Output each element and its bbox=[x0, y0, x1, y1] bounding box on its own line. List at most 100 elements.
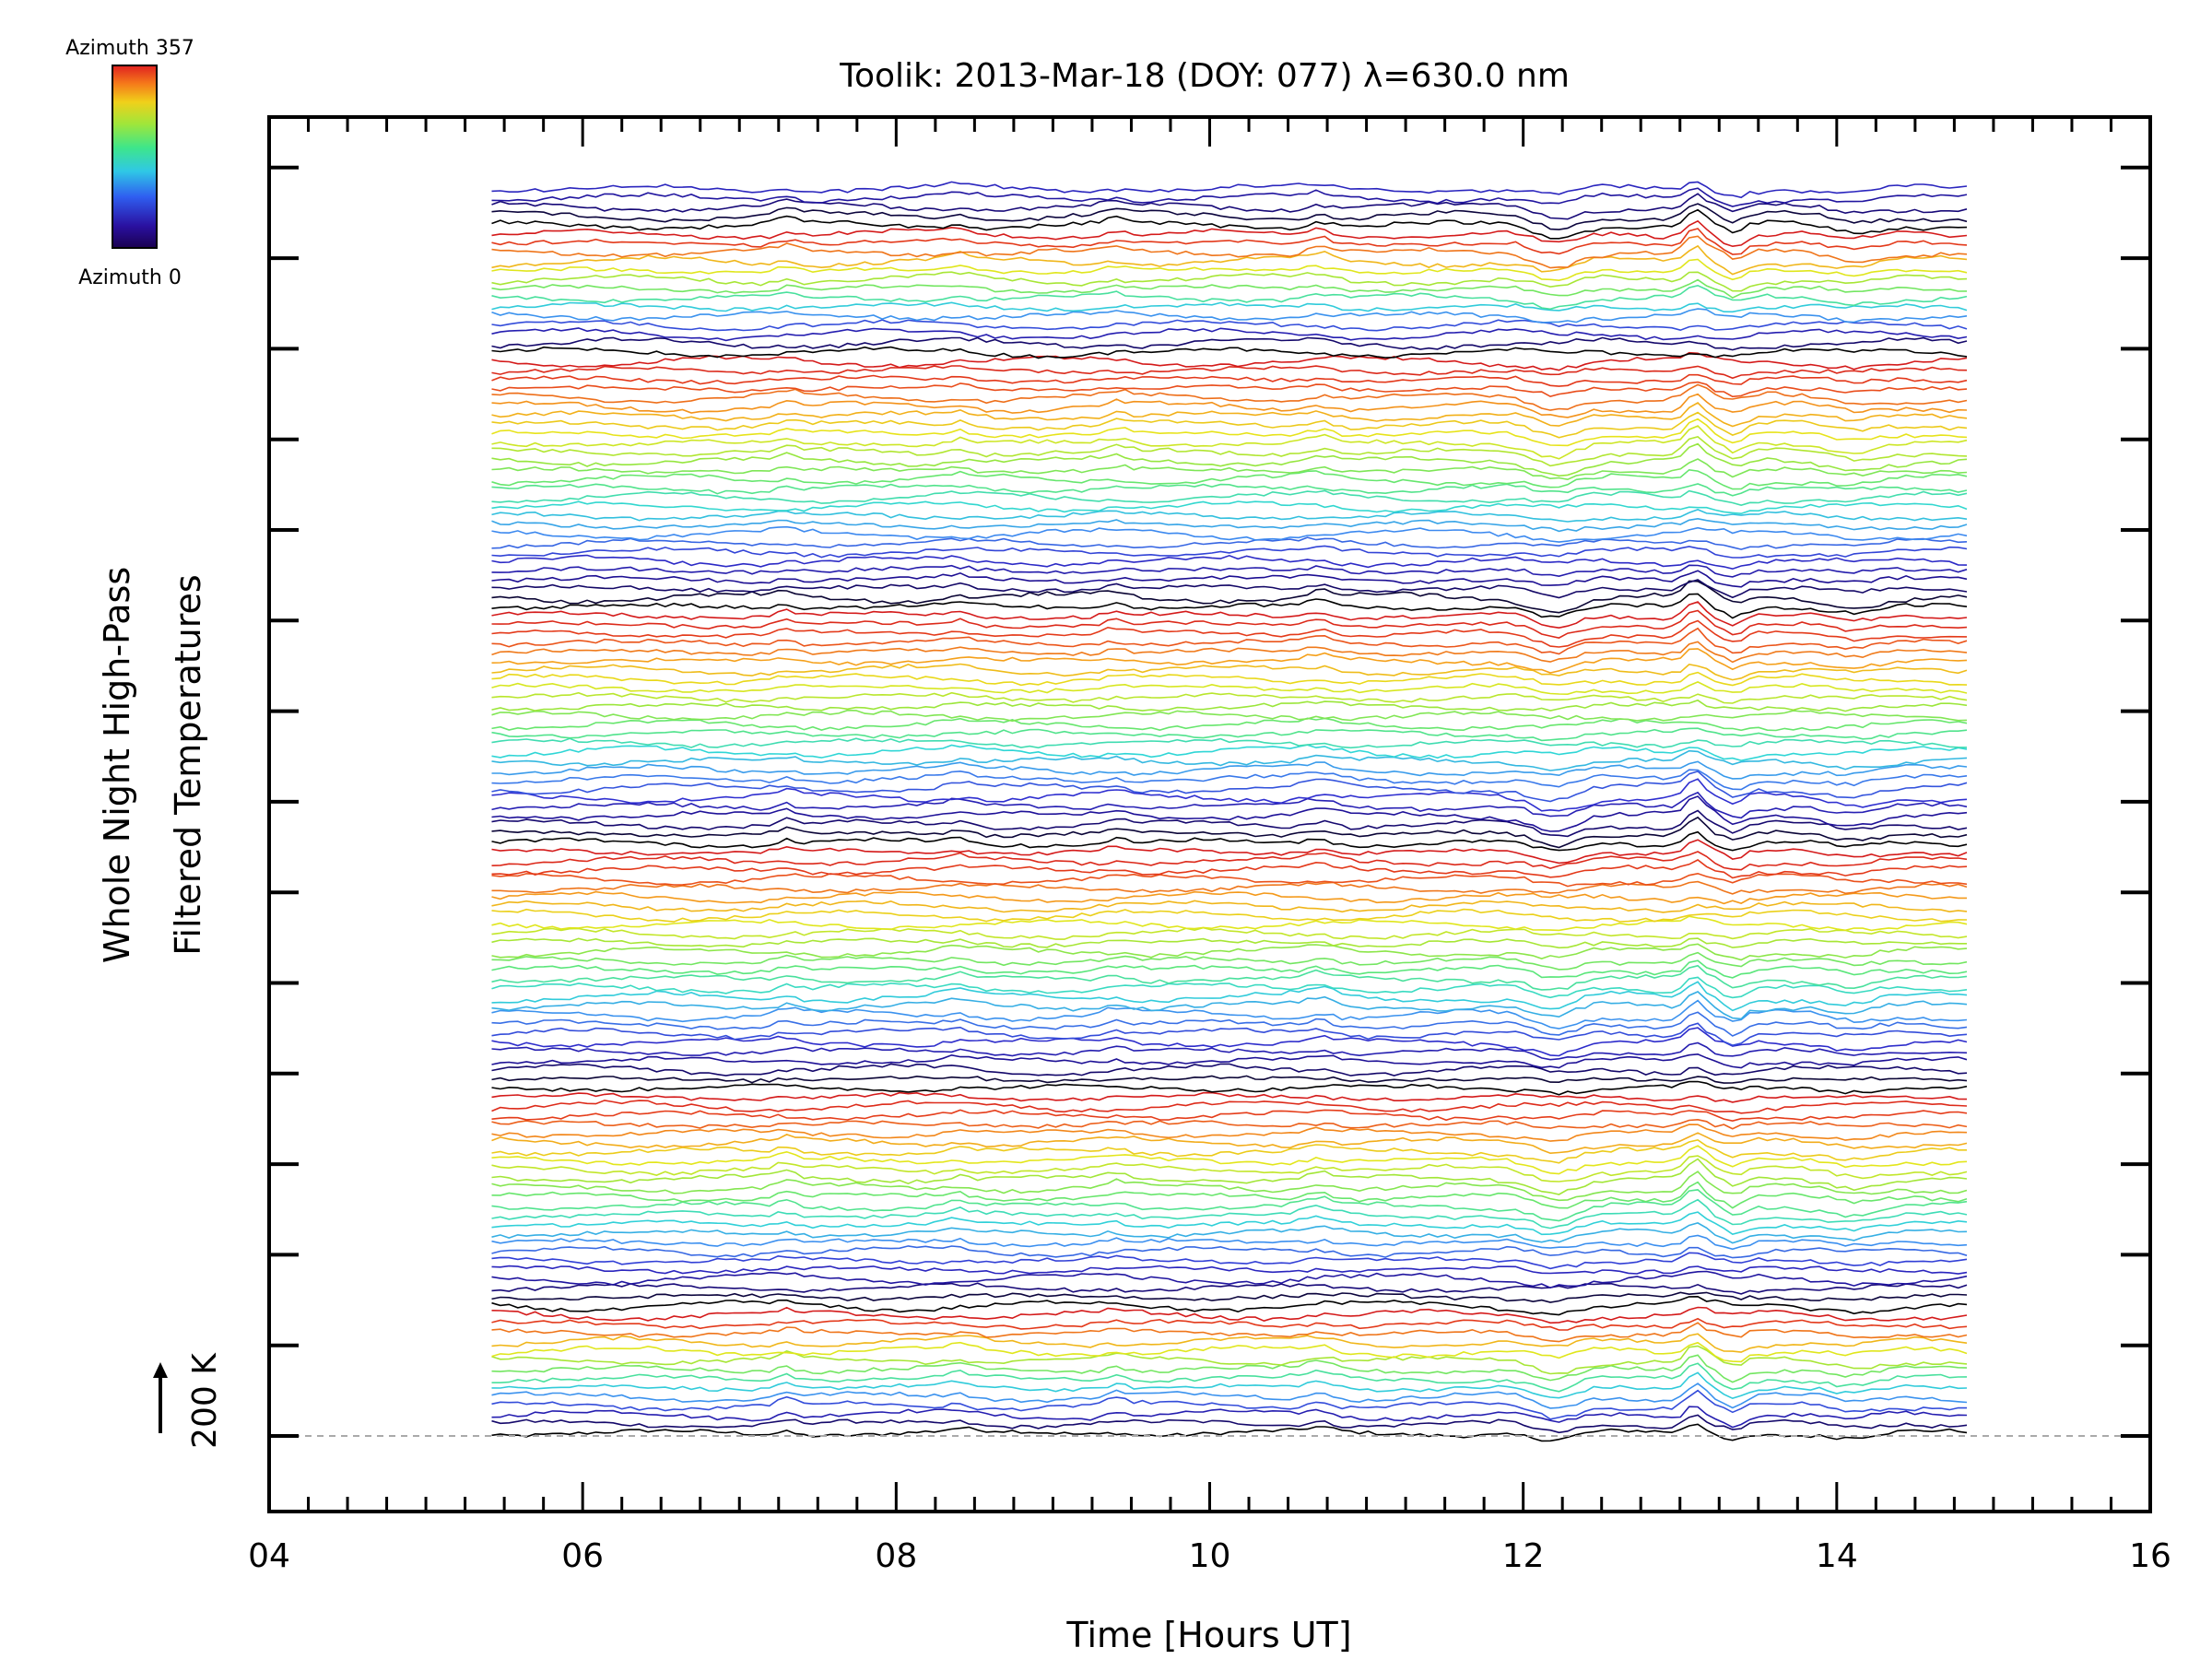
series-trace bbox=[491, 890, 1967, 905]
chart-title: Toolik: 2013-Mar-18 (DOY: 077) λ=630.0 n… bbox=[839, 57, 1570, 95]
x-tick-labels: 04 06 08 10 12 14 16 bbox=[248, 1537, 2171, 1575]
series-trace bbox=[491, 468, 1968, 490]
series-trace bbox=[491, 319, 1968, 332]
x-tick-label: 10 bbox=[1189, 1537, 1231, 1575]
series-trace bbox=[491, 1423, 1968, 1442]
x-tick-label: 06 bbox=[561, 1537, 604, 1575]
series-trace bbox=[491, 609, 1968, 639]
series-trace bbox=[491, 373, 1968, 387]
series-trace bbox=[491, 648, 1968, 674]
series-trace bbox=[491, 691, 1968, 704]
series-trace bbox=[491, 830, 1968, 852]
series-trace bbox=[491, 418, 1968, 447]
series-trace bbox=[491, 346, 1968, 359]
series-trace bbox=[491, 900, 1968, 913]
series-trace bbox=[491, 1109, 1968, 1123]
series-trace bbox=[491, 580, 1968, 614]
colorbar-bottom-label: Azimuth 0 bbox=[78, 266, 182, 289]
series-trace bbox=[491, 489, 1968, 507]
series-trace bbox=[491, 1124, 1968, 1142]
series-trace bbox=[491, 244, 1968, 276]
series-trace bbox=[491, 1158, 1968, 1195]
series-trace bbox=[491, 1075, 1968, 1084]
series-trace bbox=[491, 593, 1968, 619]
series-trace bbox=[491, 937, 1967, 949]
series-trace bbox=[491, 1118, 1968, 1130]
series-trace bbox=[491, 258, 1968, 282]
series-trace bbox=[491, 235, 1968, 269]
series-trace bbox=[491, 1022, 1968, 1046]
colorbar bbox=[112, 65, 158, 249]
series-trace bbox=[491, 228, 1968, 255]
series-trace bbox=[491, 727, 1968, 742]
series-trace bbox=[491, 1100, 1968, 1114]
series-trace bbox=[491, 964, 1968, 991]
series-trace bbox=[491, 284, 1968, 311]
series-trace bbox=[491, 816, 1968, 849]
series-trace bbox=[491, 187, 1968, 207]
series-trace bbox=[491, 1270, 1968, 1289]
x-tick-label: 12 bbox=[1502, 1537, 1545, 1575]
series-trace bbox=[491, 627, 1968, 655]
series-trace bbox=[491, 1027, 1968, 1057]
series-trace bbox=[491, 1354, 1968, 1383]
series-trace bbox=[491, 1265, 1968, 1275]
x-axis-label: Time [Hours UT] bbox=[1065, 1615, 1351, 1655]
series-trace bbox=[491, 208, 1968, 240]
series-trace bbox=[491, 336, 1968, 351]
series-trace bbox=[491, 959, 1968, 979]
colorbar-top-label: Azimuth 357 bbox=[65, 37, 194, 60]
series-trace bbox=[491, 778, 1968, 812]
series-trace bbox=[491, 671, 1968, 687]
series-trace bbox=[491, 517, 1968, 533]
series-trace bbox=[491, 1414, 1968, 1434]
series-trace bbox=[491, 908, 1968, 923]
series-trace bbox=[491, 851, 1968, 871]
x-tick-label: 08 bbox=[875, 1537, 917, 1575]
series-trace bbox=[491, 411, 1968, 439]
scale-bar-arrowhead-icon bbox=[153, 1362, 168, 1378]
series-trace bbox=[491, 351, 1968, 371]
series-trace bbox=[491, 1322, 1968, 1343]
series-trace bbox=[491, 1306, 1968, 1324]
scale-bar-label: 200 K bbox=[186, 1352, 224, 1449]
series-trace bbox=[491, 839, 1968, 865]
series-trace bbox=[491, 1362, 1968, 1393]
series-trace bbox=[491, 663, 1968, 681]
series-trace bbox=[491, 709, 1968, 723]
series-trace bbox=[491, 365, 1968, 380]
series-trace bbox=[491, 641, 1968, 664]
series-trace bbox=[491, 1132, 1968, 1155]
series-trace bbox=[491, 976, 1968, 999]
series-trace bbox=[491, 203, 1968, 230]
y-axis-label-line-1: Whole Night High-Pass bbox=[97, 567, 137, 963]
series-trace bbox=[491, 554, 1968, 571]
series-trace bbox=[491, 681, 1968, 696]
series-trace bbox=[491, 509, 1968, 523]
series-trace bbox=[491, 1406, 1968, 1429]
series-trace bbox=[491, 1145, 1968, 1175]
series-trace bbox=[491, 601, 1968, 629]
series-trace bbox=[491, 1041, 1968, 1061]
series-trace bbox=[491, 1345, 1968, 1375]
series-trace bbox=[491, 442, 1968, 477]
series-trace bbox=[491, 425, 1968, 460]
series-trace bbox=[491, 1181, 1968, 1209]
series-trace bbox=[491, 436, 1968, 467]
series-trace bbox=[491, 402, 1968, 428]
series-trace bbox=[491, 301, 1968, 313]
series-trace bbox=[491, 483, 1968, 497]
series-trace bbox=[491, 1234, 1968, 1251]
series-trace bbox=[491, 809, 1968, 838]
y-axis-label-line-2: Filtered Temperatures bbox=[168, 574, 208, 955]
series-trace bbox=[491, 564, 1968, 578]
series-trace bbox=[491, 1211, 1968, 1236]
series-trace bbox=[491, 193, 1968, 220]
series-trace bbox=[491, 951, 1968, 971]
series-trace bbox=[491, 859, 1968, 879]
series-trace bbox=[491, 619, 1968, 648]
series-trace bbox=[491, 771, 1968, 803]
series-trace bbox=[491, 791, 1968, 819]
series-trace bbox=[491, 915, 1968, 932]
